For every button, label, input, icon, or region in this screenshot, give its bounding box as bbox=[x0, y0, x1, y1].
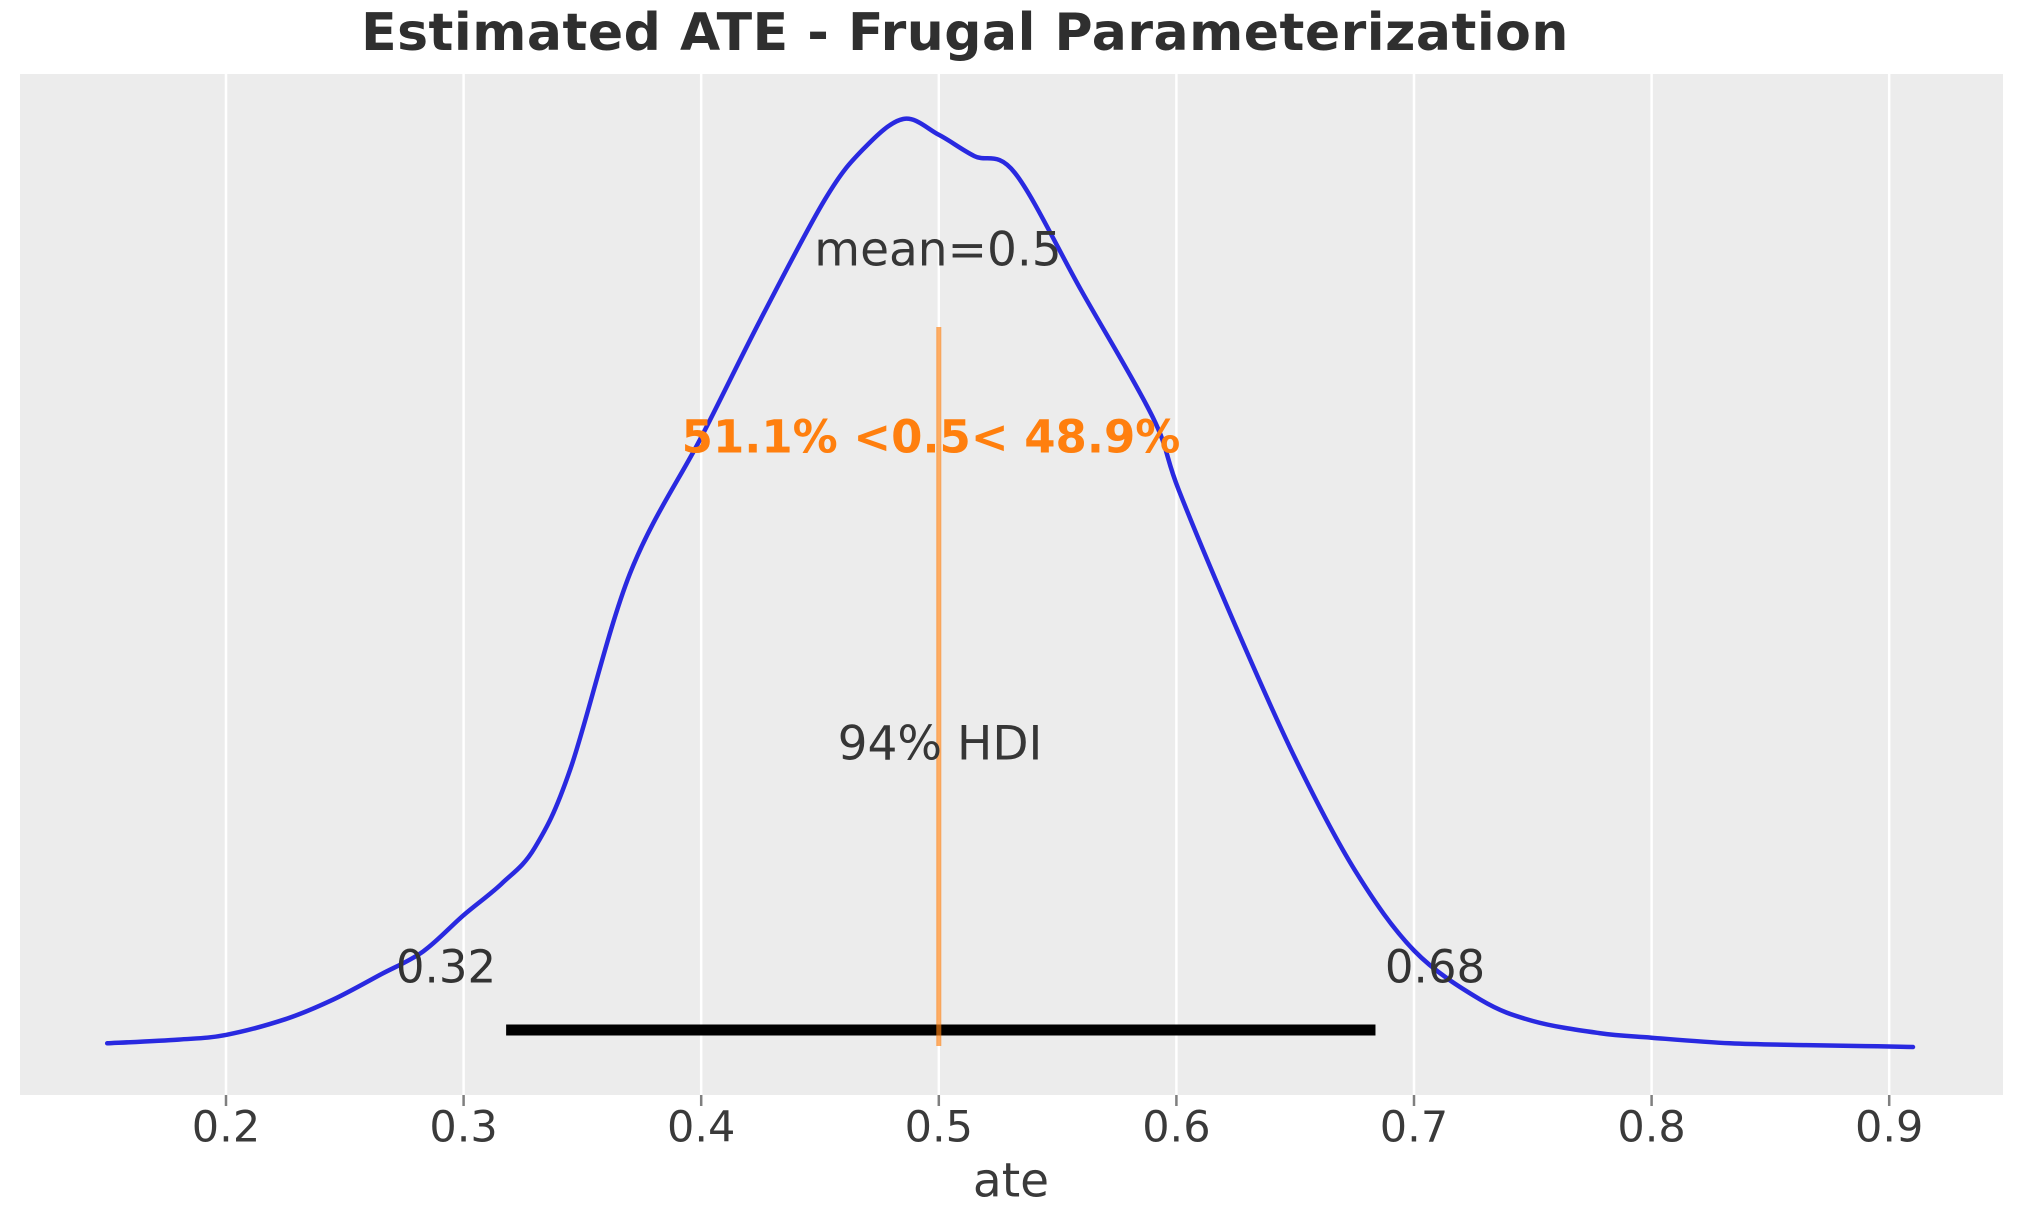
mean-label: mean=0.5 bbox=[814, 222, 1062, 278]
x-tick-label-0.3: 0.3 bbox=[429, 1102, 498, 1153]
kde-curve bbox=[104, 116, 1916, 1050]
hdi-upper-value: 0.68 bbox=[1384, 940, 1486, 994]
x-tick-label-0.7: 0.7 bbox=[1379, 1102, 1449, 1153]
chart-title: Estimated ATE - Frugal Parameterization bbox=[361, 3, 1569, 63]
x-tick-label-0.5: 0.5 bbox=[904, 1102, 973, 1153]
x-tick-label-0.2: 0.2 bbox=[191, 1102, 261, 1153]
x-tick-label-0.6: 0.6 bbox=[1142, 1102, 1211, 1153]
hdi-label: 94% HDI bbox=[837, 716, 1043, 772]
ref-probability-label: 51.1% <0.5< 48.9% bbox=[681, 410, 1181, 464]
hdi-lower-value: 0.32 bbox=[395, 940, 497, 994]
plot-area bbox=[20, 74, 2003, 1095]
x-axis-title: ate bbox=[972, 1153, 1050, 1209]
x-tick-label-0.8: 0.8 bbox=[1617, 1102, 1686, 1153]
x-tick-label-0.9: 0.9 bbox=[1854, 1102, 1924, 1153]
x-tick-label-0.4: 0.4 bbox=[666, 1102, 736, 1153]
